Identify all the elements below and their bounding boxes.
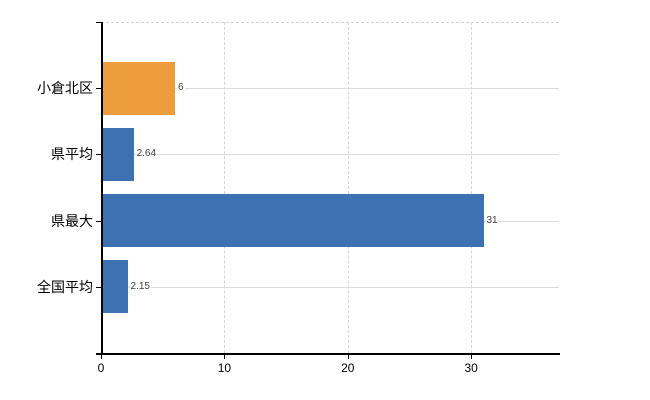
y-gridline (101, 154, 559, 156)
x-axis-tick (224, 355, 226, 359)
x-axis-tick (347, 355, 349, 359)
x-gridline (224, 22, 226, 353)
x-axis-tick-label: 30 (464, 361, 478, 375)
bar (103, 194, 484, 248)
x-gridline (471, 22, 473, 353)
y-axis-tick (96, 286, 102, 288)
x-gridline (347, 22, 349, 353)
bar-value-label: 6 (177, 81, 185, 96)
y-axis-tick (96, 154, 102, 156)
bar-value-label: 2.15 (129, 279, 151, 294)
y-axis-line (101, 22, 103, 353)
category-label: 県最大 (51, 212, 93, 229)
category-label: 小倉北区 (37, 80, 93, 97)
x-axis-tick-label: 0 (97, 361, 105, 375)
category-label: 全国平均 (37, 278, 93, 295)
bar (103, 260, 128, 314)
bar-value-label: 31 (485, 213, 499, 228)
y-axis-tick (96, 88, 102, 90)
bar-value-label: 2.64 (135, 147, 158, 162)
y-gridline (101, 88, 559, 90)
y-axis-tick (96, 220, 102, 222)
bar (103, 127, 134, 181)
y-axis-tick (96, 22, 102, 23)
x-axis-tick-label: 20 (341, 361, 355, 375)
x-axis-line (96, 353, 560, 355)
x-axis-tick (101, 355, 102, 359)
category-label: 県平均 (51, 146, 93, 163)
x-axis-tick (471, 355, 473, 359)
y-gridline (101, 286, 559, 288)
bar (103, 61, 176, 115)
x-axis-tick-label: 10 (217, 361, 232, 375)
plot-top-border-line (101, 22, 559, 23)
